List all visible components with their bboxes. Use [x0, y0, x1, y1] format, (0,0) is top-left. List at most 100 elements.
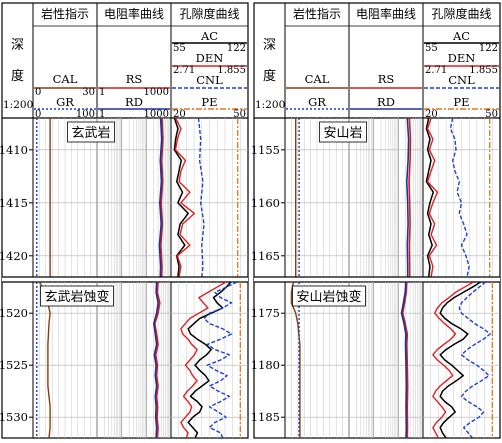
log-panel: 深度 1:200 岩性指示 电阻率曲线 孔隙度曲线 CAL GR RS RD AC 55 122DEN… — [251, 2, 501, 439]
curve-rs — [160, 118, 164, 277]
lithology-track-title: 岩性指示 — [293, 6, 341, 21]
legend-ac-max: 122 — [227, 43, 246, 54]
legend-ac-min: 55 — [425, 43, 438, 54]
depth-scale-label: 1:200 — [255, 99, 285, 111]
depth-tick-label: 1165 — [251, 249, 280, 263]
curve-den — [426, 118, 439, 277]
depth-tick-label: 1155 — [251, 143, 280, 157]
interval-gap — [254, 277, 500, 282]
legend-cnl-label: CNL — [448, 73, 475, 87]
interval-gap — [2, 277, 248, 282]
legend-cal-min: 0 — [35, 87, 41, 98]
curve-den — [180, 282, 227, 438]
curve-den — [432, 282, 474, 438]
depth-header-char-2: 度 — [263, 68, 276, 84]
legend-rd-label: RD — [377, 95, 395, 109]
legend-den-min: 2.71 — [173, 65, 195, 76]
rock-label: 安山岩蚀变 — [296, 289, 361, 305]
panel-frame — [253, 2, 501, 439]
legend-pe-min: 20 — [173, 109, 186, 120]
grid — [285, 282, 500, 438]
porosity-track-title: 孔隙度曲线 — [179, 6, 239, 21]
depth-tick-label: 1410 — [0, 143, 28, 157]
legend-pe-min: 20 — [425, 109, 438, 120]
curve-cnl — [197, 118, 205, 277]
rock-label-box — [40, 285, 114, 307]
curve-den — [174, 118, 196, 277]
resistivity-track-title: 电阻率曲线 — [356, 6, 416, 21]
legend-rs-label: RS — [378, 72, 395, 86]
legend-gr-label: GR — [308, 95, 326, 109]
legend-den-label: DEN — [448, 51, 476, 65]
legend-gr-min: 0 — [35, 109, 41, 120]
curve-cal — [290, 282, 301, 438]
curve-ac — [173, 118, 189, 277]
grid — [285, 118, 500, 277]
curves — [36, 282, 241, 438]
legend-rd-label: RD — [125, 95, 143, 109]
curve-rs — [154, 282, 161, 438]
legend-rs-min: 1 — [99, 87, 105, 98]
curve-ac — [439, 282, 481, 438]
legend-cal-label: CAL — [53, 72, 78, 86]
porosity-track-title: 孔隙度曲线 — [431, 6, 491, 21]
legend-pe-label: PE — [453, 95, 469, 109]
depth-interval: 1155 1160 1165 安山岩 — [251, 118, 500, 277]
curves — [295, 118, 491, 277]
depth-interval: 1520 1525 1530 玄武岩蚀变 — [0, 276, 248, 438]
curve-rd — [158, 118, 163, 277]
panel-frame — [1, 2, 249, 439]
depth-tick-label: 1530 — [0, 410, 28, 424]
curve-rd — [153, 282, 159, 438]
rock-label-box — [67, 121, 115, 143]
curve-cnl — [449, 118, 470, 277]
legend-ac-label: AC — [200, 29, 218, 43]
legend-den-max: 1.855 — [469, 65, 498, 76]
depth-tick-label: 1180 — [251, 358, 280, 372]
grid — [33, 118, 248, 277]
rock-label: 玄武岩蚀变 — [44, 289, 109, 305]
legend-cal-max: 30 — [82, 87, 95, 98]
legend-cal-label: CAL — [305, 72, 330, 86]
depth-tick-label: 1525 — [0, 358, 28, 372]
depth-tick-label: 1415 — [0, 196, 28, 210]
curve-cnl — [203, 282, 238, 438]
legend-gr-max: 100 — [76, 109, 95, 120]
depth-header-char-2: 度 — [11, 68, 24, 84]
log-panel: 深度 1:200 岩性指示 电阻率曲线 孔隙度曲线 CAL 0 30 GR 0 100 RS 1 1000… — [0, 2, 249, 439]
legend-pe-max: 50 — [233, 109, 246, 120]
depth-header-char-1: 深 — [263, 38, 276, 53]
legend-cnl-label: CNL — [196, 73, 223, 87]
rock-label: 安山岩 — [323, 126, 362, 141]
curve-cnl — [458, 282, 491, 438]
depth-tick-label: 1185 — [251, 410, 280, 424]
rock-label: 玄武岩 — [71, 126, 110, 141]
depth-tick-label: 1420 — [0, 249, 28, 263]
legend-den-min: 2.71 — [425, 65, 447, 76]
legend-den-label: DEN — [196, 51, 224, 65]
depth-tick-label: 1175 — [251, 306, 280, 320]
legend-ac-label: AC — [452, 29, 470, 43]
legend-ac-min: 55 — [173, 43, 186, 54]
curve-rd — [400, 282, 408, 438]
curves — [290, 282, 493, 438]
depth-tick-label: 1160 — [251, 196, 280, 210]
depth-interval: 1175 1180 1185 安山岩蚀变 — [251, 276, 500, 438]
rock-label-box — [292, 285, 366, 307]
legend-gr-label: GR — [56, 95, 74, 109]
legend-pe-max: 50 — [485, 109, 498, 120]
lithology-track-title: 岩性指示 — [41, 6, 89, 21]
depth-interval: 1410 1415 1420 玄武岩 — [0, 118, 248, 277]
depth-header-char-1: 深 — [11, 38, 24, 53]
legend-den-max: 1.855 — [217, 65, 246, 76]
legend-rd-min: 1 — [99, 109, 105, 120]
curve-ac — [425, 118, 435, 277]
resistivity-track-title: 电阻率曲线 — [104, 6, 164, 21]
curve-rs — [401, 282, 409, 438]
depth-scale-label: 1:200 — [3, 99, 33, 111]
depth-tick-label: 1520 — [0, 306, 28, 320]
curve-rd — [405, 118, 410, 277]
legend-rs-label: RS — [126, 72, 143, 86]
legend-rd-max: 1000 — [144, 109, 169, 120]
